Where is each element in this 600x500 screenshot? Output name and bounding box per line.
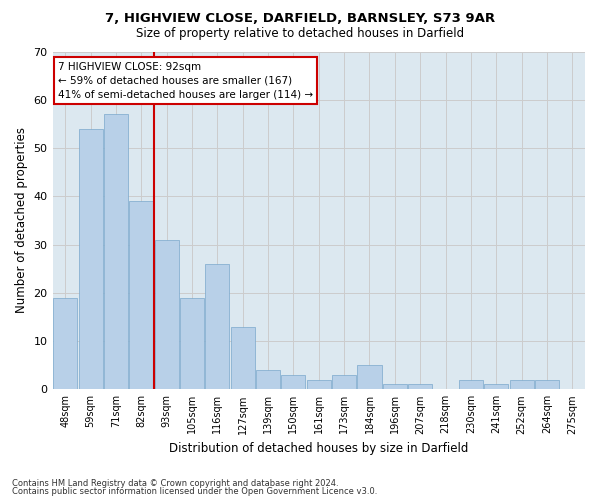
Bar	[535, 380, 559, 390]
X-axis label: Distribution of detached houses by size in Darfield: Distribution of detached houses by size …	[169, 442, 469, 455]
Bar	[104, 114, 128, 390]
Bar	[509, 380, 533, 390]
Bar	[383, 384, 407, 390]
Bar	[358, 365, 382, 390]
Text: Size of property relative to detached houses in Darfield: Size of property relative to detached ho…	[136, 28, 464, 40]
Bar	[256, 370, 280, 390]
Bar	[408, 384, 432, 390]
Bar	[205, 264, 229, 390]
Bar	[281, 375, 305, 390]
Bar	[459, 380, 483, 390]
Bar	[307, 380, 331, 390]
Bar	[155, 240, 179, 390]
Bar	[53, 298, 77, 390]
Bar	[484, 384, 508, 390]
Text: 7 HIGHVIEW CLOSE: 92sqm
← 59% of detached houses are smaller (167)
41% of semi-d: 7 HIGHVIEW CLOSE: 92sqm ← 59% of detache…	[58, 62, 313, 100]
Text: Contains public sector information licensed under the Open Government Licence v3: Contains public sector information licen…	[12, 487, 377, 496]
Bar	[180, 298, 204, 390]
Bar	[79, 128, 103, 390]
Text: 7, HIGHVIEW CLOSE, DARFIELD, BARNSLEY, S73 9AR: 7, HIGHVIEW CLOSE, DARFIELD, BARNSLEY, S…	[105, 12, 495, 26]
Bar	[332, 375, 356, 390]
Bar	[129, 201, 154, 390]
Bar	[230, 326, 255, 390]
Text: Contains HM Land Registry data © Crown copyright and database right 2024.: Contains HM Land Registry data © Crown c…	[12, 478, 338, 488]
Y-axis label: Number of detached properties: Number of detached properties	[15, 128, 28, 314]
